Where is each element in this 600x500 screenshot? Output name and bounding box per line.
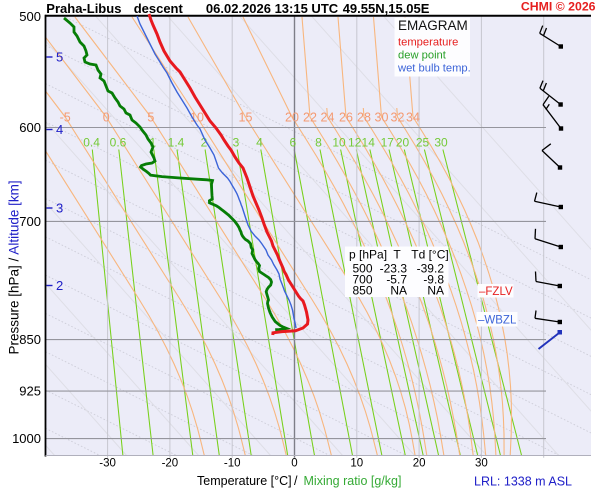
svg-text:20: 20 bbox=[396, 136, 410, 150]
svg-text:26: 26 bbox=[339, 111, 353, 125]
svg-text:700: 700 bbox=[352, 273, 372, 287]
svg-text:/: / bbox=[294, 474, 298, 488]
svg-text:4: 4 bbox=[256, 136, 263, 150]
svg-text:0.4: 0.4 bbox=[83, 136, 100, 150]
svg-text:CHMI © 2026: CHMI © 2026 bbox=[521, 0, 596, 13]
svg-text:-5: -5 bbox=[60, 111, 71, 125]
svg-text:0.6: 0.6 bbox=[110, 136, 127, 150]
svg-text:–FZLV: –FZLV bbox=[479, 286, 513, 298]
svg-text:06.02.2026 13:15 UTC: 06.02.2026 13:15 UTC bbox=[206, 1, 339, 16]
svg-text:-30: -30 bbox=[99, 457, 116, 469]
svg-text:Mixing ratio [g/kg]: Mixing ratio [g/kg] bbox=[304, 474, 402, 488]
svg-text:3: 3 bbox=[233, 136, 240, 150]
svg-text:500: 500 bbox=[352, 262, 372, 276]
svg-text:–WBZL: –WBZL bbox=[478, 315, 517, 327]
svg-text:p [hPa]: p [hPa] bbox=[349, 248, 387, 262]
svg-text:NA: NA bbox=[390, 284, 407, 298]
svg-text:-5.7: -5.7 bbox=[386, 273, 407, 287]
svg-text:15: 15 bbox=[239, 111, 253, 125]
svg-text:850: 850 bbox=[352, 284, 372, 298]
svg-text:49.55N,15.05E: 49.55N,15.05E bbox=[343, 1, 430, 16]
svg-text:10: 10 bbox=[190, 111, 204, 125]
svg-text:600: 600 bbox=[19, 120, 41, 135]
svg-text:850: 850 bbox=[19, 332, 41, 347]
svg-text:wet bulb temp.: wet bulb temp. bbox=[397, 63, 471, 75]
svg-text:700: 700 bbox=[19, 214, 41, 229]
svg-text:descent: descent bbox=[134, 1, 184, 16]
svg-text:-23.3: -23.3 bbox=[380, 262, 408, 276]
svg-text:5: 5 bbox=[147, 111, 154, 125]
svg-text:8: 8 bbox=[315, 136, 322, 150]
svg-text:NA: NA bbox=[427, 284, 444, 298]
svg-text:10: 10 bbox=[332, 136, 346, 150]
svg-text:2: 2 bbox=[201, 136, 208, 150]
svg-text:-39.2: -39.2 bbox=[417, 262, 445, 276]
svg-text:1000: 1000 bbox=[12, 431, 41, 446]
svg-text:Pressure [hPa] / Altitude [km]: Pressure [hPa] / Altitude [km] bbox=[7, 180, 22, 354]
svg-text:20: 20 bbox=[413, 457, 426, 469]
svg-text:22: 22 bbox=[303, 111, 317, 125]
svg-text:34: 34 bbox=[406, 111, 420, 125]
svg-text:20: 20 bbox=[285, 111, 299, 125]
svg-text:4: 4 bbox=[56, 122, 63, 137]
svg-text:5: 5 bbox=[56, 50, 63, 65]
svg-text:T: T bbox=[393, 248, 401, 262]
svg-text:12: 12 bbox=[348, 136, 362, 150]
svg-text:1: 1 bbox=[149, 136, 156, 150]
svg-text:14: 14 bbox=[362, 136, 376, 150]
svg-text:LRL: 1338 m ASL: LRL: 1338 m ASL bbox=[474, 475, 572, 489]
svg-text:17: 17 bbox=[381, 136, 395, 150]
svg-text:25: 25 bbox=[416, 136, 430, 150]
svg-text:10: 10 bbox=[350, 457, 363, 469]
svg-text:24: 24 bbox=[321, 111, 335, 125]
svg-text:-9.8: -9.8 bbox=[423, 273, 444, 287]
svg-text:1.4: 1.4 bbox=[168, 136, 185, 150]
svg-text:28: 28 bbox=[357, 111, 371, 125]
svg-text:0: 0 bbox=[291, 457, 297, 469]
svg-text:dew point: dew point bbox=[398, 50, 447, 62]
svg-text:30: 30 bbox=[375, 111, 389, 125]
svg-text:2: 2 bbox=[56, 278, 63, 293]
svg-text:3: 3 bbox=[56, 201, 63, 216]
svg-text:Td [°C]: Td [°C] bbox=[411, 248, 448, 262]
svg-text:temperature: temperature bbox=[398, 37, 458, 49]
svg-text:925: 925 bbox=[19, 384, 41, 399]
svg-text:-20: -20 bbox=[162, 457, 179, 469]
svg-text:Temperature [°C]: Temperature [°C] bbox=[197, 474, 292, 488]
svg-text:500: 500 bbox=[19, 9, 41, 24]
svg-text:30: 30 bbox=[475, 457, 488, 469]
svg-text:30: 30 bbox=[434, 136, 448, 150]
svg-text:6: 6 bbox=[289, 136, 296, 150]
svg-text:-10: -10 bbox=[224, 457, 241, 469]
svg-text:EMAGRAM: EMAGRAM bbox=[398, 18, 468, 33]
svg-text:Praha-Libus: Praha-Libus bbox=[46, 1, 121, 16]
svg-text:0: 0 bbox=[103, 111, 110, 125]
svg-text:32: 32 bbox=[391, 111, 405, 125]
